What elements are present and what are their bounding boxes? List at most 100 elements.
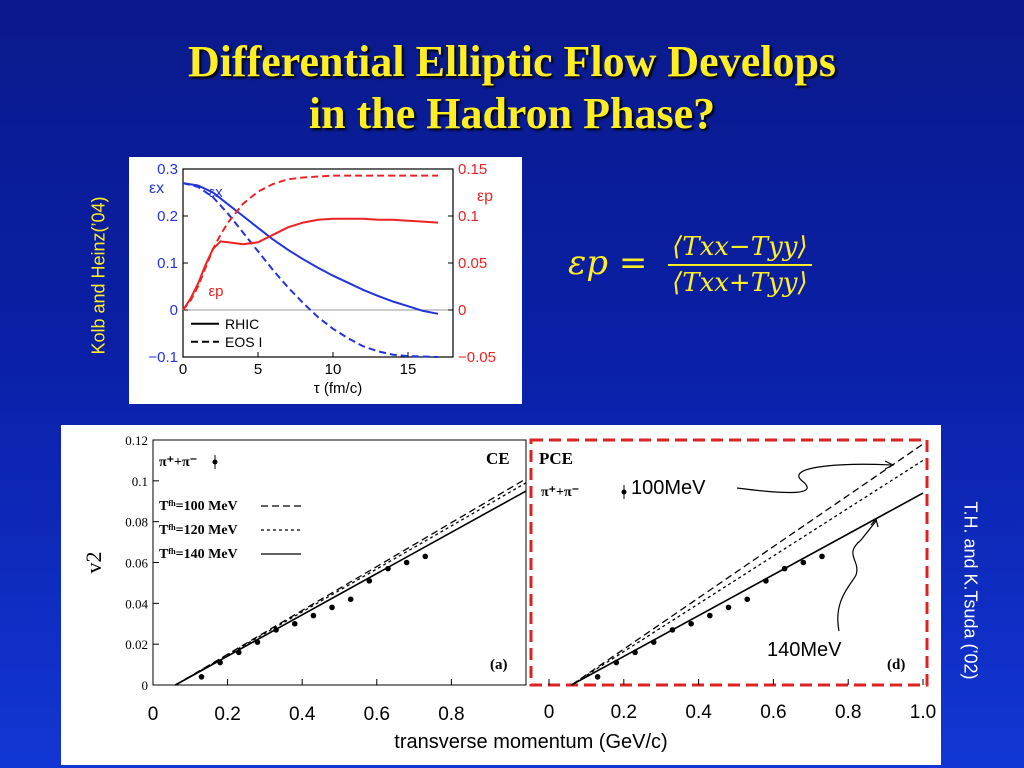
y-tick-label: 0.1 xyxy=(132,474,148,489)
y-tick-label: 0.04 xyxy=(125,596,148,611)
x-tick-label: 0.6 xyxy=(364,704,390,725)
model-legend-label: Tᶠʰ=120 MeV xyxy=(159,523,238,538)
arrow-100mev xyxy=(736,463,892,494)
v2-curve-dashed xyxy=(571,443,924,686)
data-point xyxy=(422,553,429,560)
annotation-100mev: 100MeV xyxy=(631,477,706,499)
series-εx-dashed xyxy=(182,182,439,358)
data-point xyxy=(310,612,317,619)
y-right-axis-label: εp xyxy=(477,188,493,205)
data-point xyxy=(650,639,657,645)
legend-label: EOS I xyxy=(225,334,262,350)
y-right-tick-label: 0 xyxy=(458,302,466,319)
data-point xyxy=(613,659,620,666)
panel-d-dashed-frame xyxy=(529,438,929,687)
formula-numerator: ⟨Txx−Tyy⟩ xyxy=(668,232,812,266)
x-tick-label: 0 xyxy=(179,361,187,378)
data-point xyxy=(385,565,391,572)
data-point xyxy=(198,674,205,680)
x-axis-label: τ (fm/c) xyxy=(314,380,362,397)
arrow-140mev xyxy=(837,520,877,632)
data-point xyxy=(217,659,223,666)
data-point xyxy=(763,578,769,584)
panel-a-frame xyxy=(152,439,527,686)
data-point xyxy=(781,565,788,572)
v2-curve-solid xyxy=(174,490,527,686)
x-tick-label: 0.2 xyxy=(611,702,637,723)
data-point xyxy=(254,639,261,645)
legend-label: RHIC xyxy=(225,316,259,332)
title-line-1: Differential Elliptic Flow Develops xyxy=(187,37,837,86)
eccentricity-formula: εp = ⟨Txx−Tyy⟩ ⟨Txx+Tyy⟩ xyxy=(568,232,812,298)
y-left-tick-label: 0.1 xyxy=(157,255,178,272)
panel-name: CE xyxy=(486,449,510,468)
annotation-140mev: 140MeV xyxy=(767,639,842,661)
panel-name: PCE xyxy=(539,449,573,468)
title-line-2: in the Hadron Phase? xyxy=(308,89,716,138)
data-point xyxy=(403,559,410,566)
formula-denominator: ⟨Txx+Tyy⟩ xyxy=(672,268,808,298)
arrowhead-100mev xyxy=(884,460,895,470)
model-legend-label: Tᶠʰ=140 MeV xyxy=(159,547,238,562)
v2-curve-dotted xyxy=(175,482,527,686)
panel-tag: (d) xyxy=(887,657,905,673)
v2-curve-solid xyxy=(571,492,924,686)
data-point xyxy=(669,627,676,633)
x-tick-label: 0.2 xyxy=(214,704,240,725)
left-credit: Kolb and Heinz(’04) xyxy=(88,196,109,355)
data-point xyxy=(329,604,335,611)
y-tick-label: 0.12 xyxy=(125,433,148,448)
y-right-tick-label: 0.05 xyxy=(458,255,487,272)
v2-svg: 0 0.02 0.04 0.06 0.08 0.1 0.12 v2 0 0.2 0.4 0.6 0.8 π… xyxy=(81,433,936,753)
y-left-tick-label: 0.2 xyxy=(157,208,178,225)
x-tick-label: 1.0 xyxy=(910,702,936,723)
data-point xyxy=(632,649,638,656)
formula-fraction: ⟨Txx−Tyy⟩ ⟨Txx+Tyy⟩ xyxy=(668,232,812,298)
kolb-heinz-chart: 0 5 10 15 −0.1 0 0.1 0.2 0.3 −0.05 0 0.05 0.1 0.15 εx ε… xyxy=(129,157,522,404)
data-point xyxy=(594,674,601,680)
data-point xyxy=(819,553,825,560)
data-point xyxy=(707,612,713,619)
y-left-axis-label: εx xyxy=(149,180,164,197)
data-point xyxy=(688,620,694,627)
x-tick-label: 15 xyxy=(400,361,417,378)
data-point xyxy=(273,627,279,633)
formula-lhs: εp = xyxy=(568,243,648,283)
x-tick-label: 0.4 xyxy=(685,702,712,723)
data-point xyxy=(744,596,751,603)
x-tick-label: 5 xyxy=(254,361,262,378)
data-point xyxy=(366,578,373,584)
data-point xyxy=(347,596,354,603)
panel-tag: (a) xyxy=(490,657,508,673)
y-tick-label: 0.06 xyxy=(125,556,148,571)
x-tick-label: 0.8 xyxy=(438,704,464,725)
y-left-tick-label: 0.3 xyxy=(157,161,178,178)
arrowhead-140mev xyxy=(870,517,879,528)
y-tick-label: 0.02 xyxy=(125,637,148,652)
model-legend-label: Tᶠʰ=100 MeV xyxy=(159,499,238,514)
y-left-tick-label: 0 xyxy=(170,302,178,319)
plot-frame xyxy=(182,168,454,358)
x-axis-label: transverse momentum (GeV/c) xyxy=(394,731,667,753)
series-εx-solid xyxy=(182,182,439,315)
data-point xyxy=(235,649,242,656)
data-point xyxy=(291,620,298,627)
x-tick-label: 0 xyxy=(148,704,159,725)
data-point xyxy=(800,559,807,566)
y-left-tick-label: −0.1 xyxy=(148,349,178,366)
x-tick-label: 0 xyxy=(544,702,555,723)
data-legend-label: π⁺+π⁻ xyxy=(541,485,579,500)
v2-chart-panel: 0 0.02 0.04 0.06 0.08 0.1 0.12 v2 0 0.2 0.4 0.6 0.8 π… xyxy=(61,425,941,765)
data-legend-label: π⁺+π⁻ xyxy=(159,455,197,470)
curve-label-ep: εp xyxy=(209,283,224,300)
y-axis-label: v2 xyxy=(81,552,106,574)
curve-label-ex: εx xyxy=(209,184,224,201)
x-tick-label: 0.8 xyxy=(835,702,861,723)
slide-title: Differential Elliptic Flow Develops in t… xyxy=(0,36,1024,140)
right-credit: T.H. and K.Tsuda (’02) xyxy=(960,501,981,680)
x-tick-label: 0.6 xyxy=(760,702,786,723)
y-right-tick-label: −0.05 xyxy=(458,349,496,366)
y-right-tick-label: 0.15 xyxy=(458,161,487,178)
y-tick-label: 0 xyxy=(142,678,149,693)
